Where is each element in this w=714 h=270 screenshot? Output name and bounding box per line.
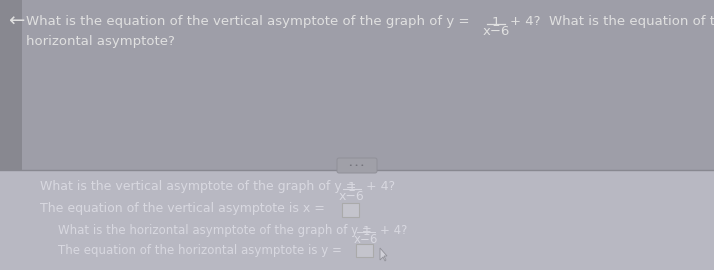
Text: What is the vertical asymptote of the graph of y =: What is the vertical asymptote of the gr… — [40, 180, 356, 193]
FancyBboxPatch shape — [356, 244, 373, 256]
Text: The equation of the vertical asymptote is x =: The equation of the vertical asymptote i… — [40, 202, 325, 215]
Text: x−6: x−6 — [354, 233, 378, 246]
Text: x−6: x−6 — [339, 190, 365, 203]
Text: The equation of the horizontal asymptote is y =: The equation of the horizontal asymptote… — [58, 244, 342, 257]
Text: x−6: x−6 — [483, 25, 510, 38]
Text: + 4?  What is the equation of the: + 4? What is the equation of the — [510, 15, 714, 28]
FancyBboxPatch shape — [337, 158, 377, 173]
Text: What is the horizontal asymptote of the graph of y =: What is the horizontal asymptote of the … — [58, 224, 372, 237]
FancyBboxPatch shape — [0, 0, 714, 170]
FancyBboxPatch shape — [341, 202, 358, 217]
Text: + 4?: + 4? — [366, 180, 395, 193]
Text: + 4?: + 4? — [380, 224, 408, 237]
Text: ←: ← — [8, 12, 24, 31]
FancyBboxPatch shape — [0, 0, 22, 170]
Text: 1: 1 — [492, 16, 501, 29]
Text: horizontal asymptote?: horizontal asymptote? — [26, 35, 175, 48]
Text: What is the equation of the vertical asymptote of the graph of y =: What is the equation of the vertical asy… — [26, 15, 470, 28]
Text: 1: 1 — [348, 181, 356, 194]
Text: 1: 1 — [362, 225, 370, 238]
FancyBboxPatch shape — [0, 170, 714, 270]
Polygon shape — [380, 248, 387, 261]
Text: • • •: • • • — [349, 163, 365, 168]
